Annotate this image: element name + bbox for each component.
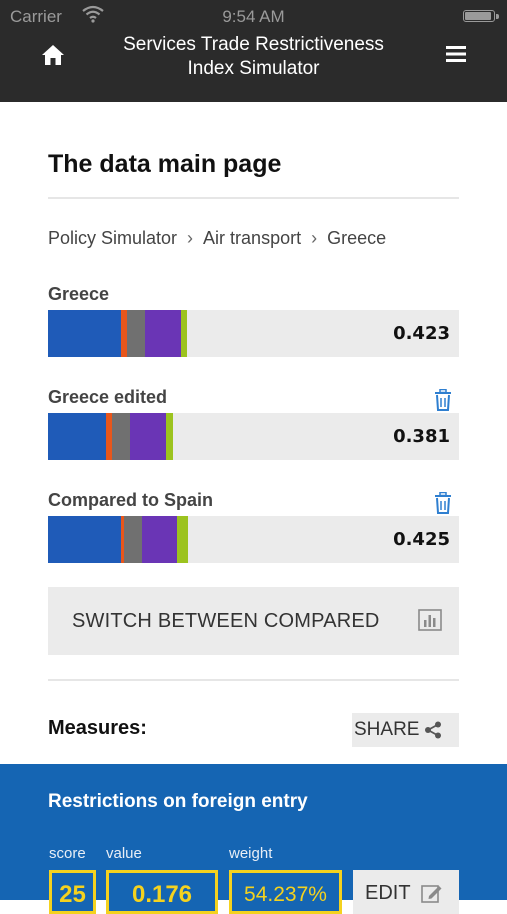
edit-button[interactable]: EDIT [353,870,459,914]
bar-segment-orange [120,310,127,357]
bar-segment-gray [126,310,145,357]
app-title: Services Trade Restrictiveness Index Sim… [123,34,384,79]
stacked-bar: 0.423 [48,310,459,357]
stacked-bar: 0.425 [48,516,459,563]
bar-segment-orange [120,516,124,563]
bar-value: 0.423 [393,323,450,344]
wifi-icon [82,5,104,23]
breadcrumb-item-air-transport[interactable]: Air transport [203,228,302,248]
bar-segment-purple [144,310,182,357]
weight-box: 54.237% [229,870,342,914]
clock: 9:54 AM [222,7,285,26]
battery-icon [463,10,499,22]
edit-icon [421,885,442,903]
bar-segment-green [176,516,188,563]
carrier-label: Carrier [10,7,62,26]
switch-between-compared-button[interactable]: SWITCH BETWEEN COMPARED [48,587,459,655]
value-caption: value [106,845,142,862]
home-icon[interactable] [40,42,66,68]
bar-segment-green [181,310,188,357]
bar-segment-gray [112,413,131,460]
bar-value: 0.425 [393,529,450,550]
measures-heading: Measures: [48,717,147,739]
bar-segment-green [166,413,173,460]
trash-icon[interactable] [433,389,453,411]
divider [48,679,459,681]
measure-card: Restrictions on foreign entry score valu… [0,764,507,914]
bar-segment-blue [48,413,106,460]
breadcrumb-item-greece: Greece [327,228,387,248]
breadcrumb: Policy Simulator › Air transport › Greece [48,228,386,249]
status-bar: Carrier 9:54 AM [0,0,507,30]
bar-segment-blue [48,516,121,563]
bar-segment-purple [141,516,177,563]
value-box: 0.176 [106,870,218,914]
share-icon [425,721,441,739]
bar-segment-purple [130,413,167,460]
stacked-bar: 0.381 [48,413,459,460]
breadcrumb-item-policy-simulator[interactable]: Policy Simulator [48,228,178,248]
bar-label: Greece [48,284,110,304]
trash-icon[interactable] [433,492,453,514]
measure-title: Restrictions on foreign entry [48,791,308,812]
share-button-label: SHARE [354,719,420,740]
share-button[interactable]: SHARE [352,713,459,747]
bar-segment-gray [123,516,142,563]
bar-segment-orange [105,413,113,460]
bar-chart-icon [418,609,442,631]
bar-segment-blue [48,310,121,357]
breadcrumb-separator: › [311,228,318,248]
switch-button-label: SWITCH BETWEEN COMPARED [72,610,380,632]
bar-label: Compared to Spain [48,490,214,510]
score-caption: score [49,845,86,862]
bar-value: 0.381 [393,426,450,447]
menu-icon[interactable] [444,42,468,66]
page-title: The data main page [48,150,282,178]
edit-button-label: EDIT [365,882,411,904]
app-header: Services Trade Restrictiveness Index Sim… [0,30,507,102]
score-box: 25 [49,870,96,914]
bar-label: Greece edited [48,387,168,407]
weight-caption: weight [229,845,273,862]
breadcrumb-separator: › [187,228,194,248]
divider [48,197,459,199]
